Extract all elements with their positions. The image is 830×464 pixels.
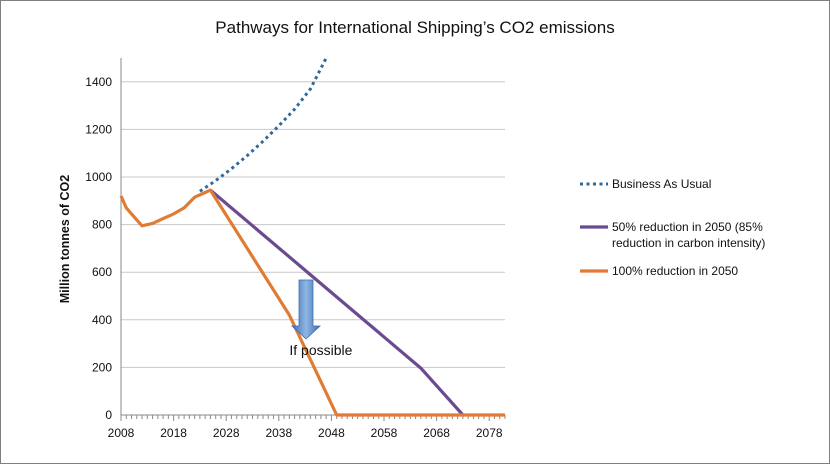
x-tick-label: 2058 [371,426,398,440]
x-tick-label: 2038 [265,426,292,440]
legend-label: 50% reduction in 2050 (85% reduction in c… [612,220,765,250]
chart-title: Pathways for International Shipping’s CO… [215,18,615,37]
x-tick-label: 2078 [476,426,503,440]
series-lines [119,57,505,417]
annotations: If possible [289,279,353,358]
down-arrow-icon [290,279,322,340]
y-tick-label: 600 [92,265,112,279]
legend: Business As Usual 50% reduction in 2050 (… [580,177,765,278]
legend-label-line: reduction in carbon intensity) [612,236,765,250]
x-tick-label: 2048 [318,426,345,440]
y-tick-label: 200 [92,360,112,374]
x-tick-label: 2028 [213,426,240,440]
y-tick-label: 800 [92,218,112,232]
x-tick-labels: 2008 2018 2028 2038 2048 2058 2068 2078 [108,426,503,440]
y-tick-label: 1000 [85,170,112,184]
x-tick-label: 2068 [423,426,450,440]
legend-label: Business As Usual [612,177,711,191]
y-tick-labels: 0 200 400 600 800 1000 1200 1400 [85,75,112,422]
y-tick-label: 0 [105,408,112,422]
series-line-2 [209,188,465,417]
annotation-text: If possible [289,342,352,358]
legend-label: 100% reduction in 2050 [612,264,738,278]
y-tick-label: 400 [92,313,112,327]
y-tick-label: 1200 [85,122,112,136]
y-axis-label: Million tonnes of CO2 [58,175,72,304]
series-line-3 [119,188,505,417]
x-tick-label: 2008 [108,426,135,440]
x-tick-label: 2018 [160,426,187,440]
legend-label-line: 50% reduction in 2050 (85% [612,220,763,234]
series-line-1 [199,57,328,193]
y-tick-label: 1400 [85,75,112,89]
